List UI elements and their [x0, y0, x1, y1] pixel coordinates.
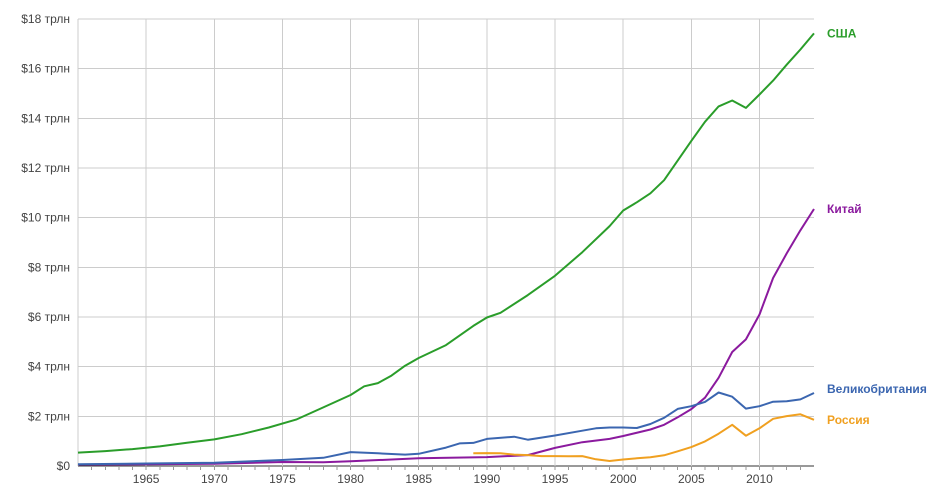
y-tick-label: $16 трлн — [21, 62, 70, 76]
series-lines — [77, 32, 815, 466]
series-line-1[interactable] — [77, 208, 815, 466]
y-tick-label: $8 трлн — [28, 260, 70, 274]
y-axis-labels: $0 $2 трлн $4 трлн $6 трлн $8 трлн $10 трлн $1… — [21, 12, 70, 473]
y-tick-label: $0 — [57, 459, 71, 473]
x-tick-label: 1965 — [133, 472, 160, 486]
x-axis-labels: 1965 1970 1975 1980 1985 1990 1995 2000 2005 2010 — [133, 472, 773, 486]
series-label-0: США — [827, 26, 857, 40]
series-label-3: Россия — [827, 413, 870, 427]
x-tick-label: 1970 — [201, 472, 228, 486]
x-tick-label: 2010 — [746, 472, 773, 486]
x-tick-label: 2000 — [610, 472, 637, 486]
x-tick-label: 1995 — [542, 472, 569, 486]
y-tick-label: $2 трлн — [28, 409, 70, 423]
y-tick-label: $14 трлн — [21, 111, 70, 125]
x-tick-label: 2005 — [678, 472, 705, 486]
x-tick-label: 1975 — [269, 472, 296, 486]
y-tick-label: $18 трлн — [21, 12, 70, 26]
y-tick-label: $6 трлн — [28, 310, 70, 324]
x-tick-label: 1980 — [337, 472, 364, 486]
y-tick-label: $4 трлн — [28, 360, 70, 374]
series-line-3[interactable] — [473, 413, 815, 462]
x-tick-label: 1985 — [405, 472, 432, 486]
y-tick-label: $10 трлн — [21, 211, 70, 225]
series-line-2[interactable] — [77, 391, 815, 466]
series-line-0[interactable] — [77, 32, 815, 454]
series-label-1: Китай — [827, 202, 862, 216]
series-label-2: Великобритания — [827, 382, 927, 396]
y-tick-label: $12 трлн — [21, 161, 70, 175]
series-labels: США Китай Великобритания Россия — [827, 26, 927, 426]
grid — [77, 18, 814, 470]
x-tick-label: 1990 — [474, 472, 501, 486]
